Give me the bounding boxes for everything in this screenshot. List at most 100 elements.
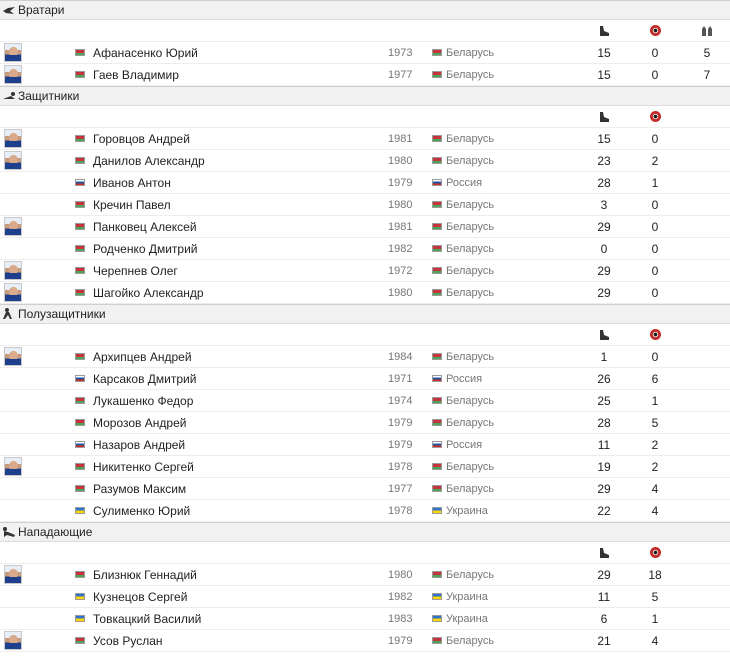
- player-name[interactable]: Морозов Андрей: [93, 416, 187, 430]
- nationality-flag-icon: [75, 245, 85, 252]
- goals-count: 0: [651, 68, 659, 82]
- country-flag-icon: [432, 157, 442, 164]
- player-name[interactable]: Усов Руслан: [93, 634, 163, 648]
- birth-year: 1979: [388, 439, 413, 451]
- games-count: 29: [597, 286, 611, 300]
- games-count: 23: [597, 154, 611, 168]
- player-name[interactable]: Близнюк Геннадий: [93, 568, 197, 582]
- player-photo[interactable]: [4, 631, 22, 650]
- player-row[interactable]: Назаров Андрей 1979 Россия 11 2: [0, 434, 730, 456]
- player-row[interactable]: Усов Руслан 1979 Беларусь 21 4: [0, 630, 730, 652]
- player-name[interactable]: Разумов Максим: [93, 482, 187, 496]
- birth-year: 1977: [388, 483, 413, 495]
- player-name[interactable]: Родченко Дмитрий: [93, 242, 198, 256]
- player-row[interactable]: Афанасенко Юрий 1973 Беларусь 15 0 5: [0, 42, 730, 64]
- player-row[interactable]: Разумов Максим 1977 Беларусь 29 4: [0, 478, 730, 500]
- player-name[interactable]: Горовцов Андрей: [93, 132, 190, 146]
- player-photo[interactable]: [4, 283, 22, 302]
- player-row[interactable]: Лукашенко Федор 1974 Беларусь 25 1: [0, 390, 730, 412]
- player-row[interactable]: Иванов Антон 1979 Россия 28 1: [0, 172, 730, 194]
- player-row[interactable]: Морозов Андрей 1979 Беларусь 28 5: [0, 412, 730, 434]
- player-name[interactable]: Кречин Павел: [93, 198, 171, 212]
- country-flag-icon: [432, 593, 442, 600]
- player-name[interactable]: Шагойко Александр: [93, 286, 204, 300]
- player-photo[interactable]: [4, 151, 22, 170]
- goals-count: 5: [651, 416, 659, 430]
- player-name[interactable]: Никитенко Сергей: [93, 460, 194, 474]
- player-row[interactable]: Гаев Владимир 1977 Беларусь 15 0 7: [0, 64, 730, 86]
- birth-year: 1979: [388, 177, 413, 189]
- player-row[interactable]: Кузнецов Сергей 1982 Украина 11 5: [0, 586, 730, 608]
- player-photo[interactable]: [4, 129, 22, 148]
- birth-year: 1978: [388, 461, 413, 473]
- country-name: Беларусь: [446, 265, 495, 277]
- player-row[interactable]: Шагойко Александр 1980 Беларусь 29 0: [0, 282, 730, 304]
- goals-count: 2: [651, 460, 659, 474]
- games-count: 26: [597, 372, 611, 386]
- player-name[interactable]: Гаев Владимир: [93, 68, 179, 82]
- player-name[interactable]: Иванов Антон: [93, 176, 171, 190]
- player-name[interactable]: Кузнецов Сергей: [93, 590, 188, 604]
- player-row[interactable]: Панковец Алексей 1981 Беларусь 29 0: [0, 216, 730, 238]
- nationality-flag-icon: [75, 179, 85, 186]
- player-row[interactable]: Данилов Александр 1980 Беларусь 23 2: [0, 150, 730, 172]
- player-row[interactable]: Близнюк Геннадий 1980 Беларусь 29 18: [0, 564, 730, 586]
- glove-icon: [700, 25, 712, 37]
- player-photo[interactable]: [4, 43, 22, 62]
- player-photo[interactable]: [4, 457, 22, 476]
- country-name: Россия: [446, 373, 483, 385]
- player-name[interactable]: Черепнев Олег: [93, 264, 178, 278]
- nationality-flag-icon: [75, 267, 85, 274]
- country-name: Беларусь: [446, 417, 495, 429]
- games-count: 15: [597, 68, 611, 82]
- player-name[interactable]: Панковец Алексей: [93, 220, 197, 234]
- player-photo[interactable]: [4, 217, 22, 236]
- games-count: 29: [597, 264, 611, 278]
- player-row[interactable]: Сулименко Юрий 1978 Украина 22 4: [0, 500, 730, 522]
- section-header-gk: Вратари: [0, 0, 730, 20]
- country-name: Украина: [446, 613, 488, 625]
- country-name: Украина: [446, 505, 488, 517]
- player-row[interactable]: Кречин Павел 1980 Беларусь 3 0: [0, 194, 730, 216]
- player-photo[interactable]: [4, 347, 22, 366]
- player-row[interactable]: Горовцов Андрей 1981 Беларусь 15 0: [0, 128, 730, 150]
- player-name[interactable]: Сулименко Юрий: [93, 504, 191, 518]
- country-flag-icon: [432, 267, 442, 274]
- player-name[interactable]: Данилов Александр: [93, 154, 205, 168]
- player-row[interactable]: Родченко Дмитрий 1982 Беларусь 0 0: [0, 238, 730, 260]
- nationality-flag-icon: [75, 441, 85, 448]
- nationality-flag-icon: [75, 289, 85, 296]
- player-row[interactable]: Карсаков Дмитрий 1971 Россия 26 6: [0, 368, 730, 390]
- games-count: 15: [597, 132, 611, 146]
- forward-icon: [2, 526, 16, 538]
- country-flag-icon: [432, 353, 442, 360]
- birth-year: 1973: [388, 47, 413, 59]
- player-photo[interactable]: [4, 65, 22, 84]
- goals-count: 2: [651, 438, 659, 452]
- player-name[interactable]: Назаров Андрей: [93, 438, 186, 452]
- player-row[interactable]: Товкацкий Василий 1983 Украина 6 1: [0, 608, 730, 630]
- clean-sheets-count: 5: [703, 46, 711, 60]
- birth-year: 1979: [388, 635, 413, 647]
- player-photo[interactable]: [4, 565, 22, 584]
- player-photo[interactable]: [4, 261, 22, 280]
- player-row[interactable]: Архипцев Андрей 1984 Беларусь 1 0: [0, 346, 730, 368]
- player-name[interactable]: Архипцев Андрей: [93, 350, 192, 364]
- birth-year: 1981: [388, 221, 413, 233]
- player-row[interactable]: Никитенко Сергей 1978 Беларусь 19 2: [0, 456, 730, 478]
- birth-year: 1980: [388, 199, 413, 211]
- player-name[interactable]: Лукашенко Федор: [93, 394, 194, 408]
- country-flag-icon: [432, 223, 442, 230]
- games-count: 29: [597, 220, 611, 234]
- player-name[interactable]: Афанасенко Юрий: [93, 46, 198, 60]
- games-count: 28: [597, 416, 611, 430]
- defender-icon: [2, 90, 16, 102]
- player-name[interactable]: Карсаков Дмитрий: [93, 372, 197, 386]
- goals-count: 4: [651, 504, 659, 518]
- player-name[interactable]: Товкацкий Василий: [93, 612, 202, 626]
- section-header-mf: Полузащитники: [0, 304, 730, 324]
- player-row[interactable]: Черепнев Олег 1972 Беларусь 29 0: [0, 260, 730, 282]
- country-name: Беларусь: [446, 199, 495, 211]
- games-count: 21: [597, 634, 611, 648]
- nationality-flag-icon: [75, 71, 85, 78]
